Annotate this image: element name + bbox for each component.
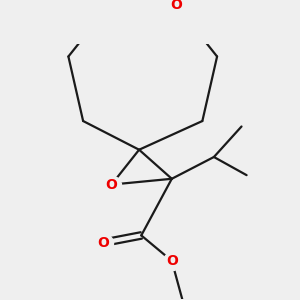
- Text: O: O: [166, 254, 178, 268]
- Text: O: O: [170, 0, 182, 12]
- Text: O: O: [106, 178, 117, 192]
- Text: O: O: [98, 236, 110, 250]
